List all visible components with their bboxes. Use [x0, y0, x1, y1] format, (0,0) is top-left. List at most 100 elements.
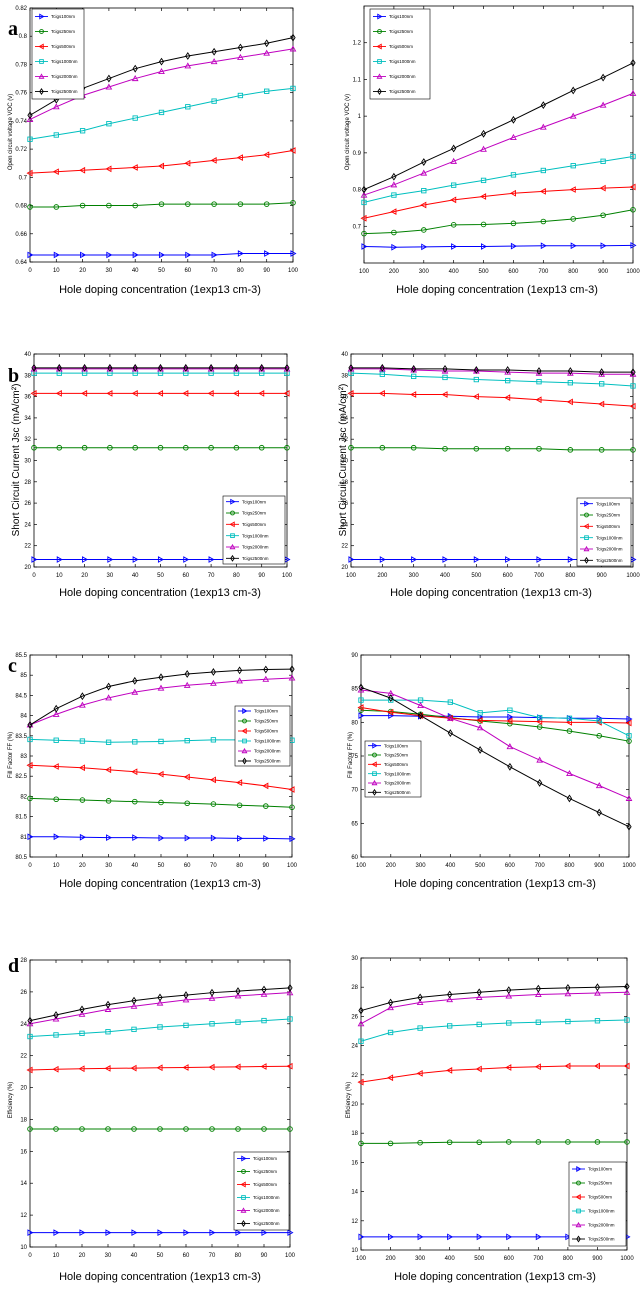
data-point — [505, 377, 511, 384]
data-point — [593, 1062, 600, 1070]
x-tick-label: 700 — [538, 269, 549, 275]
x-axis-label: Hole doping concentration (1exp13 cm-3) — [59, 587, 261, 599]
data-point — [361, 185, 367, 194]
x-tick-label: 0 — [32, 573, 36, 579]
series-line — [360, 707, 630, 724]
y-tick-label: 0.8 — [19, 34, 28, 40]
y-axis-label: Efficiency (%) — [346, 1082, 352, 1119]
data-point — [105, 1126, 111, 1132]
data-point — [289, 45, 297, 52]
data-point — [158, 673, 164, 682]
data-point — [208, 994, 216, 1001]
legend-label: Tcigs250nm — [51, 29, 75, 34]
x-tick-label: 700 — [535, 863, 546, 869]
data-point — [81, 444, 88, 451]
chart-a-right: 100 200 300 400 500 600 700 800 900 1000 0.7 0.8 0.9… — [345, 5, 640, 296]
data-point — [236, 802, 243, 809]
data-point — [185, 201, 191, 207]
data-point — [211, 251, 218, 259]
y-tick-label: 82 — [20, 794, 27, 800]
series-line — [360, 686, 630, 828]
data-point — [348, 363, 354, 372]
data-point — [158, 67, 165, 75]
data-point — [567, 556, 574, 563]
data-point — [358, 1140, 364, 1147]
data-point — [237, 92, 244, 99]
legend-label: Tcigs100nm — [384, 743, 408, 748]
legend-marker — [241, 747, 248, 754]
series-line — [363, 62, 634, 191]
x-tick-label: 700 — [534, 573, 545, 579]
legend-marker — [372, 788, 377, 796]
data-point — [158, 738, 164, 745]
y-tick-label: 36 — [341, 395, 348, 401]
data-point — [132, 444, 138, 451]
series-line — [29, 677, 293, 726]
data-point — [53, 1011, 59, 1019]
data-point — [78, 764, 85, 772]
data-point — [27, 736, 33, 743]
y-tick-label: 0.7 — [353, 224, 362, 230]
legend-label: Tcigs1000nm — [51, 59, 78, 64]
data-point — [567, 367, 573, 375]
legend-label: Tcigs1000nm — [242, 533, 269, 538]
data-point — [183, 991, 189, 1000]
plot-frame — [363, 5, 634, 264]
data-point — [596, 718, 602, 724]
x-tick-label: 900 — [592, 1256, 603, 1262]
series-line — [363, 92, 634, 196]
data-point — [600, 158, 606, 164]
y-tick-label: 28 — [351, 985, 358, 991]
y-tick-label: 24 — [24, 522, 31, 528]
x-tick-label: 90 — [258, 573, 265, 579]
legend-marker — [39, 59, 44, 64]
x-axis-label: Hole doping concentration (1exp13 cm-3) — [390, 587, 592, 599]
x-tick-label: 70 — [211, 268, 218, 274]
legend-label: Tcigs500nm — [254, 729, 278, 734]
data-point — [27, 833, 34, 841]
data-point — [480, 129, 487, 138]
data-point — [79, 1005, 85, 1014]
data-point — [106, 834, 113, 841]
legend-label: Tcigs1000nm — [254, 739, 281, 744]
data-point — [420, 201, 427, 209]
legend-label: Tcigs500nm — [51, 44, 75, 49]
data-point — [79, 1126, 85, 1132]
legend-label: Tcigs100nm — [51, 14, 75, 19]
x-tick-label: 60 — [184, 268, 191, 274]
y-tick-label: 26 — [20, 990, 27, 996]
legend-marker — [371, 779, 378, 786]
data-point — [105, 798, 112, 804]
x-tick-label: 800 — [563, 1256, 574, 1262]
y-tick-label: 14 — [20, 1181, 27, 1187]
y-tick-label: 20 — [341, 565, 348, 571]
y-tick-label: 85 — [351, 687, 358, 693]
chart-d-left: 0 10 20 30 40 50 60 70 80 90 100101214161820222426… — [8, 958, 296, 1283]
data-point — [258, 390, 265, 397]
x-tick-label: 10 — [53, 863, 60, 869]
data-point — [450, 222, 457, 228]
series-Tcigs2500nm — [358, 982, 630, 1015]
data-point — [570, 216, 577, 222]
data-point — [236, 154, 243, 161]
series-line — [360, 689, 630, 799]
data-point — [565, 718, 572, 726]
x-tick-label: 10 — [56, 573, 63, 579]
data-point — [52, 1065, 59, 1073]
legend-box — [369, 8, 431, 100]
data-point — [510, 115, 517, 124]
x-tick-label: 20 — [81, 573, 88, 579]
x-tick-label: 90 — [263, 268, 270, 274]
data-point — [540, 218, 547, 225]
x-tick-label: 100 — [356, 1256, 367, 1262]
legend-label: Tcigs250nm — [596, 513, 620, 518]
data-point — [451, 243, 458, 250]
data-point — [476, 1233, 483, 1241]
x-tick-label: 70 — [209, 1253, 216, 1259]
data-point — [536, 718, 543, 726]
y-axis-label: Fill Factor FF (%) — [348, 732, 354, 778]
data-point — [417, 701, 424, 709]
data-point — [107, 556, 114, 563]
data-point — [625, 719, 632, 727]
data-point — [505, 556, 512, 563]
